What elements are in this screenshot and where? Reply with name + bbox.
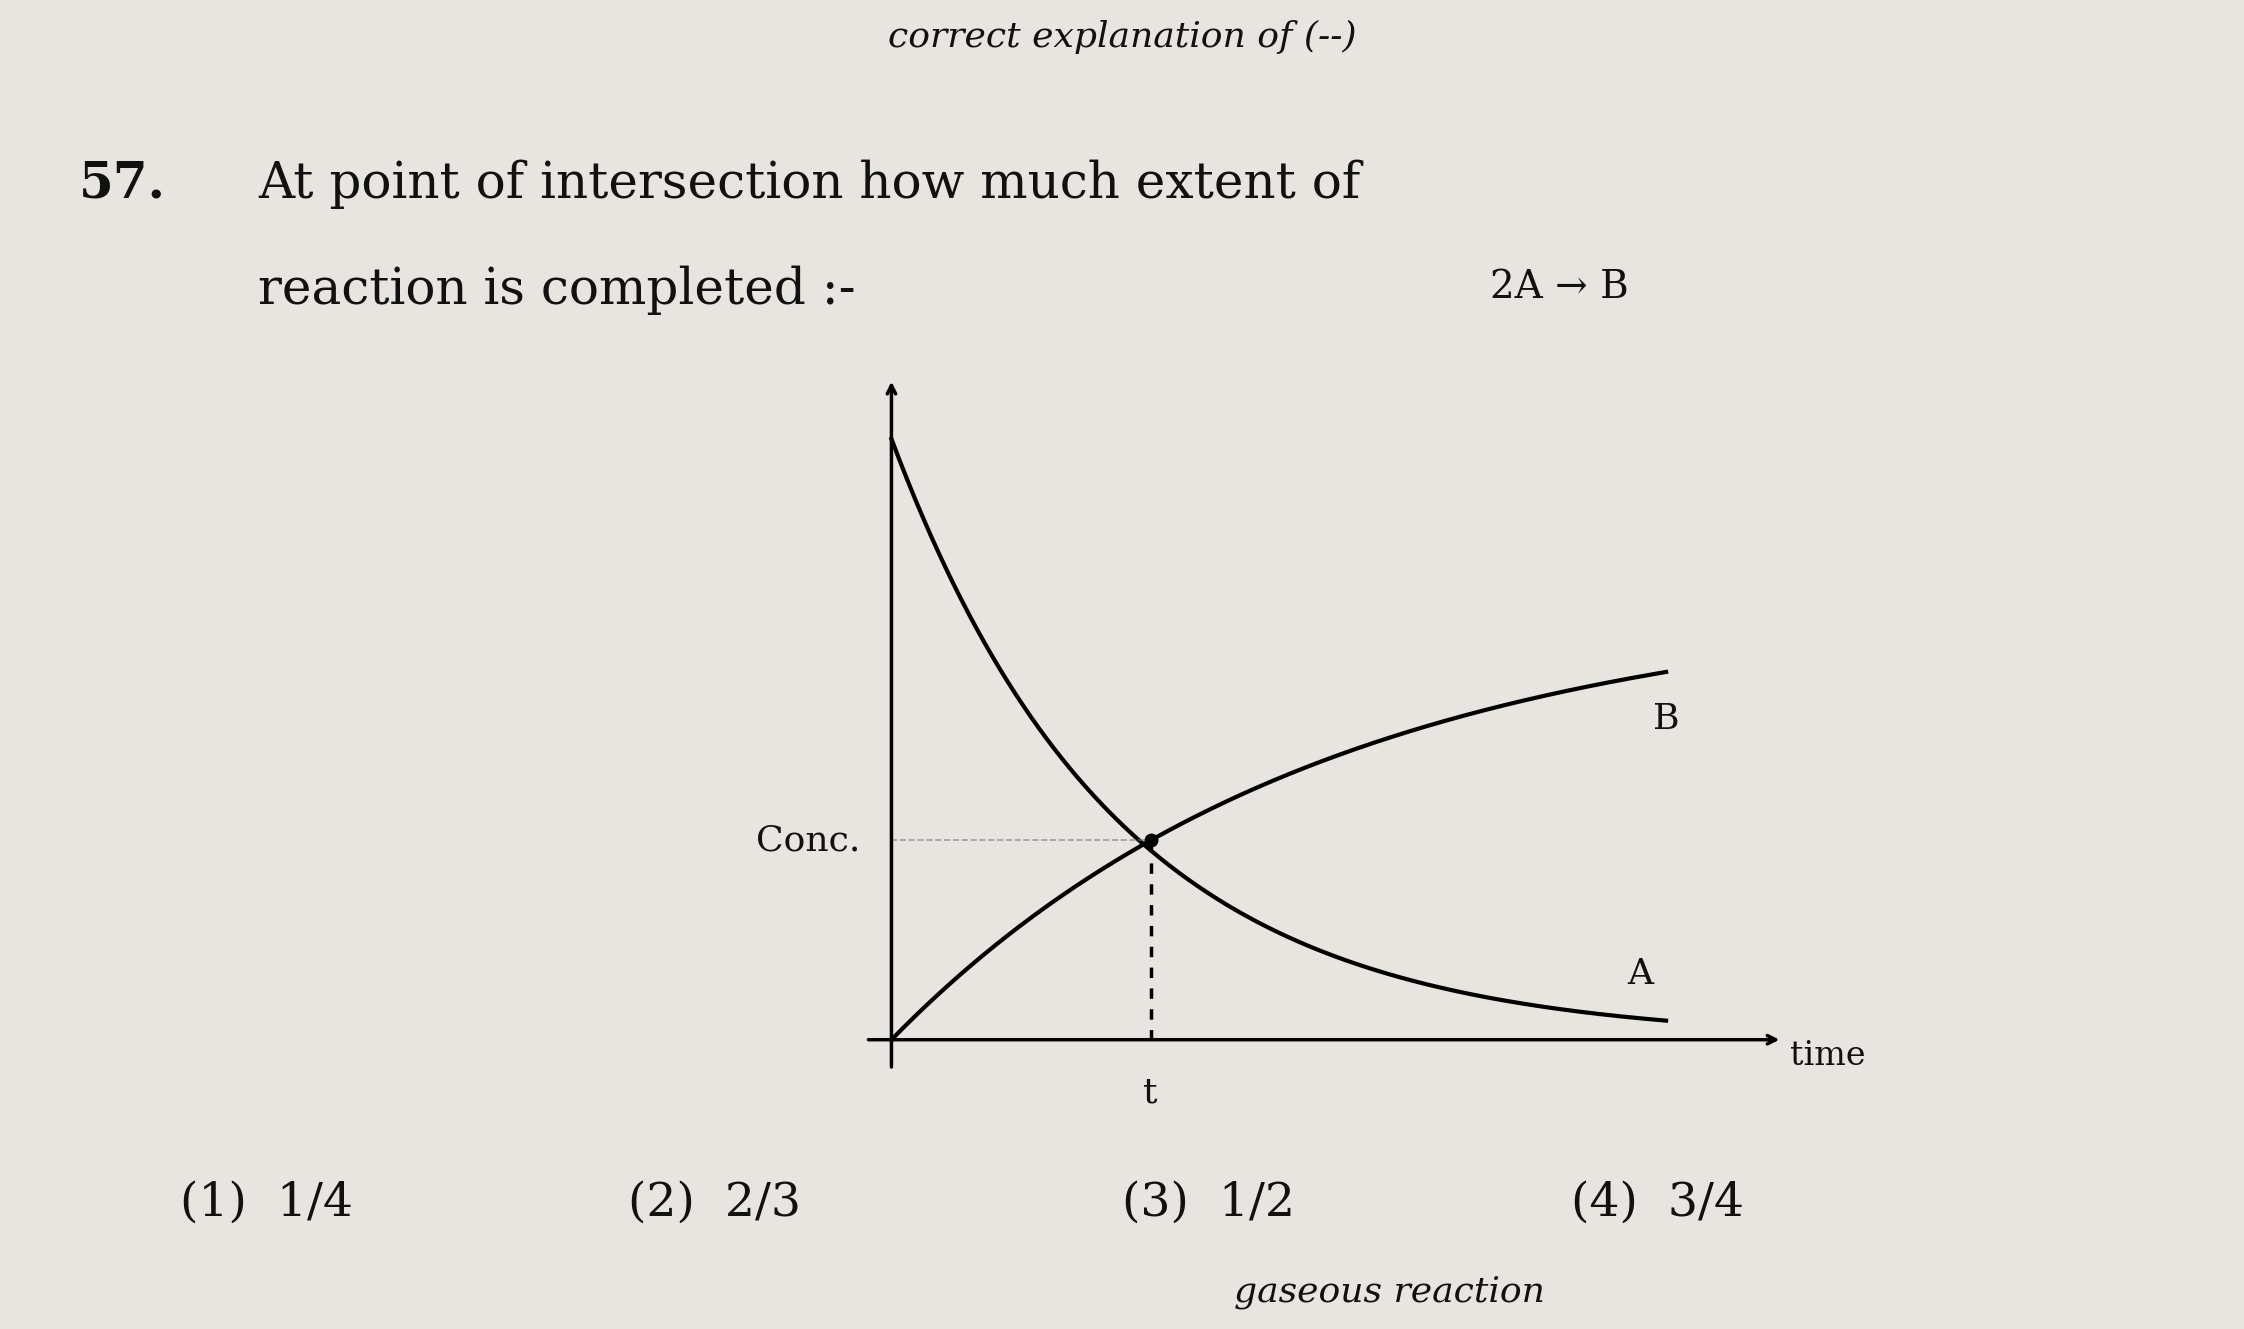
Text: 57.: 57. [79, 159, 166, 209]
Text: gaseous reaction: gaseous reaction [1234, 1275, 1546, 1309]
Text: correct explanation of (--): correct explanation of (--) [889, 20, 1355, 54]
Text: Conc.: Conc. [756, 824, 859, 857]
Text: (4)  3/4: (4) 3/4 [1571, 1180, 1744, 1225]
Text: reaction is completed :-: reaction is completed :- [258, 266, 855, 315]
Text: time: time [1791, 1039, 1865, 1071]
Text: t: t [1142, 1075, 1158, 1110]
Text: At point of intersection how much extent of: At point of intersection how much extent… [258, 159, 1360, 209]
Text: (2)  2/3: (2) 2/3 [628, 1180, 801, 1225]
Text: B: B [1654, 702, 1681, 736]
Text: (3)  1/2: (3) 1/2 [1122, 1180, 1295, 1225]
Text: A: A [1627, 957, 1654, 990]
Text: (1)  1/4: (1) 1/4 [180, 1180, 352, 1225]
Text: 2A → B: 2A → B [1490, 268, 1629, 306]
